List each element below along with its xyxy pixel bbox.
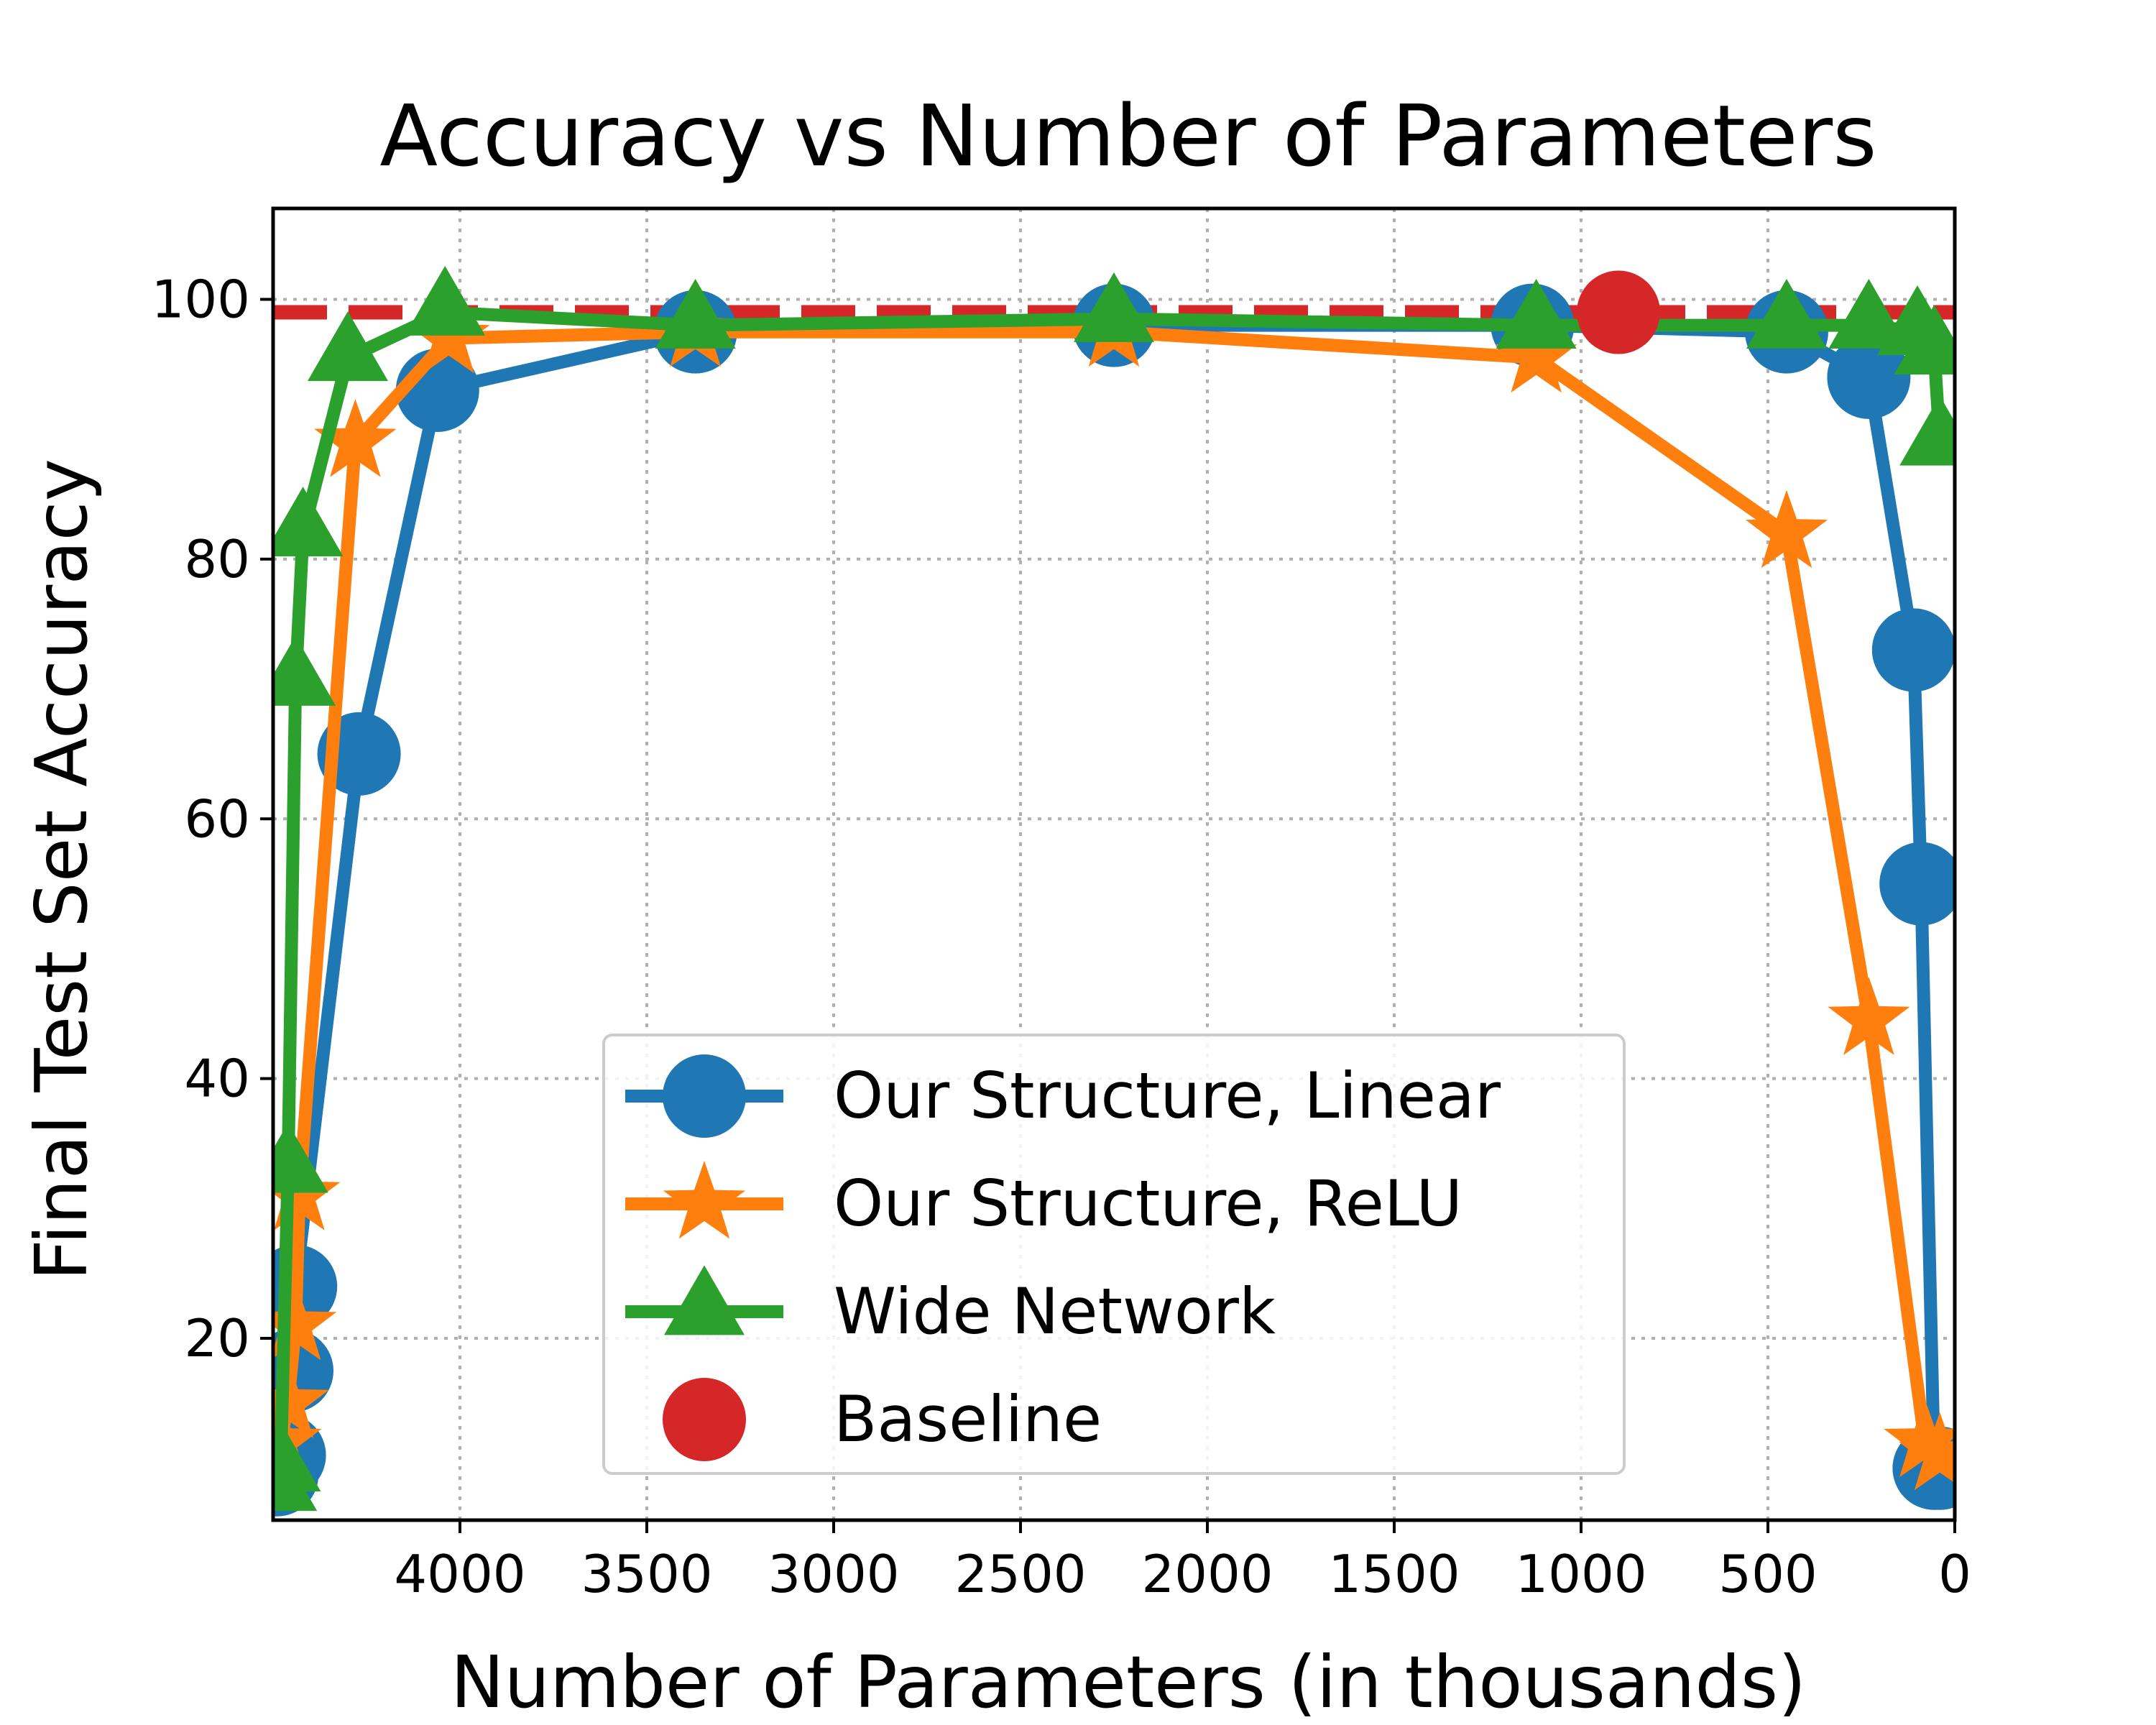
legend-marker	[663, 1054, 746, 1138]
data-point-wide-network	[655, 278, 736, 349]
x-tick-label: 2500	[954, 1544, 1086, 1604]
legend-label: Wide Network	[834, 1274, 1276, 1348]
legend-label: Our Structure, Linear	[834, 1059, 1501, 1133]
data-point-our-structure-relu	[1495, 314, 1577, 393]
data-point-wide-network	[308, 311, 388, 382]
chart-title: Accuracy vs Number of Parameters	[379, 86, 1876, 185]
data-point-wide-network	[273, 635, 336, 706]
y-tick-label: 80	[184, 529, 250, 589]
y-tick-label: 20	[184, 1308, 250, 1368]
x-tick-label: 0	[1938, 1544, 1971, 1604]
data-point-our-structure-linear	[1879, 842, 1955, 926]
data-point-wide-network	[1828, 278, 1909, 349]
x-tick-label: 3000	[768, 1544, 899, 1604]
x-axis-label: Number of Parameters (in thousands)	[451, 1640, 1806, 1724]
legend-label: Baseline	[834, 1382, 1102, 1456]
data-point-wide-network	[1899, 395, 1955, 466]
legend-marker	[663, 1378, 746, 1461]
data-point-our-structure-relu	[314, 399, 397, 477]
plot-frame	[271, 206, 1957, 1522]
legend-item-our-structure-relu: Our Structure, ReLU	[625, 1161, 1462, 1241]
data-point-wide-network	[1894, 305, 1955, 375]
data-point-our-structure-relu	[1899, 1412, 1955, 1491]
x-tick-label: 1500	[1328, 1544, 1460, 1604]
data-point-our-structure-linear	[1871, 608, 1955, 692]
legend-item-our-structure-linear: Our Structure, Linear	[625, 1054, 1501, 1138]
data-point-wide-network	[273, 1422, 321, 1492]
data-point-wide-network	[1746, 278, 1827, 349]
grid	[273, 208, 1956, 1520]
legend-item-wide-network: Wide Network	[625, 1265, 1276, 1348]
y-tick-label: 100	[152, 269, 250, 329]
y-tick-label: 40	[184, 1049, 250, 1109]
axis-ticks: 4000 3500 3000 2500 2000 1500 1000 500 0 20 40 60 80…	[152, 269, 1971, 1604]
data-point-baseline	[1577, 270, 1660, 354]
y-tick-label: 60	[184, 788, 250, 849]
x-tick-label: 4000	[394, 1544, 525, 1604]
legend-item-baseline: Baseline	[663, 1378, 1102, 1461]
legend-box	[602, 1034, 1626, 1475]
data-point-our-structure-relu	[1828, 977, 1910, 1055]
legend-marker	[663, 1161, 746, 1239]
data-point-wide-network	[273, 487, 344, 557]
series-wide-network	[273, 265, 1955, 1512]
x-tick-label: 500	[1718, 1544, 1817, 1604]
series-baseline	[1577, 270, 1660, 354]
data-point-our-structure-linear	[1827, 335, 1911, 419]
x-tick-label: 3500	[581, 1544, 712, 1604]
legend: Our Structure, Linear Our Structure, ReLU…	[602, 1034, 1626, 1475]
data-point-wide-network	[1074, 272, 1154, 342]
data-point-wide-network	[273, 1123, 328, 1193]
legend-marker	[664, 1265, 745, 1335]
data-point-wide-network	[1496, 278, 1577, 349]
data-point-our-structure-relu	[1745, 489, 1828, 569]
y-axis-label: Final Test Set Accuracy	[19, 459, 103, 1281]
x-tick-label: 1000	[1515, 1544, 1646, 1604]
plot-area	[273, 265, 1955, 1517]
x-tick-label: 2000	[1141, 1544, 1273, 1604]
legend-label: Our Structure, ReLU	[834, 1167, 1462, 1241]
data-point-wide-network	[405, 265, 486, 336]
